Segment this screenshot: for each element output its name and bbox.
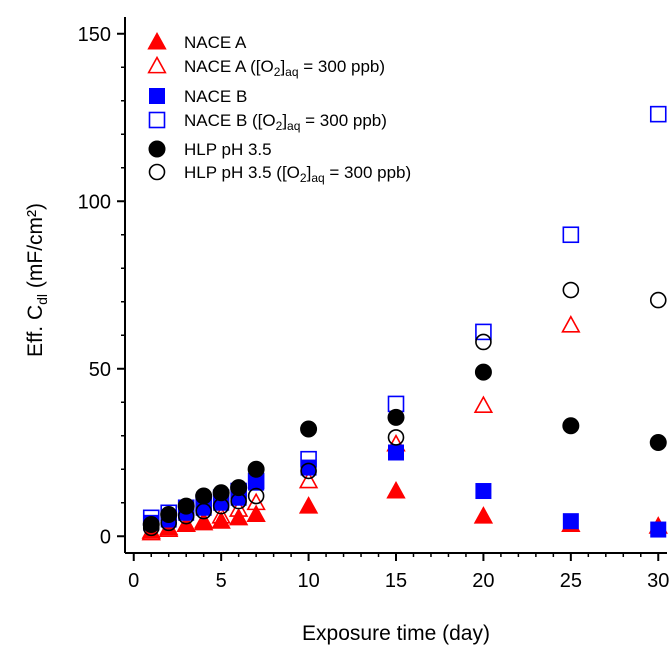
legend-label: NACE A [184,33,247,52]
data-point [160,514,178,532]
data-point [562,226,580,244]
data-point [561,315,581,333]
data-point [475,323,492,341]
data-point [230,492,247,510]
data-point [212,497,230,515]
x-axis-label: Exposure time (day) [302,622,490,645]
data-point [300,459,317,476]
data-point [300,450,317,468]
data-point [212,484,230,502]
data-point [298,496,319,514]
y-axis-label-main: Eff. C [24,305,47,357]
data-point [649,105,667,123]
series-5 [142,281,667,537]
x-tick-label: 20 [472,570,494,592]
data-point [473,395,494,414]
data-point [650,521,667,538]
y-tick-label: 150 [78,24,111,46]
data-point [246,504,266,522]
data-point [649,291,667,309]
legend-marker [148,163,166,181]
data-point [562,281,580,299]
data-point [474,363,492,381]
legend-label: NACE B [184,87,247,106]
legend-label: HLP pH 3.5 [184,140,272,159]
data-point [386,480,406,499]
legend: NACE A NACE A ([O2]aq = 300 ppb) NACE B NAC… [147,31,411,185]
y-tick-label: 0 [100,526,111,548]
data-point [300,462,317,480]
legend-label: NACE A ([O2]aq = 300 ppb) [184,57,385,79]
data-point [247,460,265,478]
data-point [228,499,249,517]
data-point [195,487,213,505]
series-4 [142,363,667,534]
legend-marker [147,31,167,50]
data-point [562,513,579,530]
data-point [388,444,404,461]
legend-marker [148,140,166,158]
data-point [298,470,319,489]
y-tick-label: 50 [89,359,111,381]
data-markers [141,105,668,541]
y-axis-label: Eff. Cdl (mF/cm²) [24,203,50,357]
x-tick-label: 0 [128,570,139,592]
data-point [142,516,160,534]
x-tick-label: 10 [297,570,319,592]
legend-marker [147,55,167,74]
x-tick-label: 5 [216,570,227,592]
data-point [193,511,214,529]
data-point [562,417,580,435]
data-point [387,429,405,446]
data-point [230,479,248,497]
legend-marker [148,111,166,129]
data-point [649,433,667,451]
data-point [141,522,161,541]
data-point [300,420,318,438]
data-point [387,408,405,426]
data-point [247,487,265,505]
legend-marker [149,88,165,104]
data-point [195,502,212,520]
x-tick-label: 25 [560,570,582,592]
y-axis-label-unit: (mF/cm²) [24,203,47,294]
data-point [177,507,195,525]
data-point [160,505,178,523]
y-axis-label-sub: dl [34,294,50,305]
data-point [211,505,231,524]
x-tick-label: 30 [647,570,669,592]
data-point [475,333,492,351]
data-point [475,483,492,500]
data-point [142,519,160,537]
legend-label: HLP pH 3.5 ([O2]aq = 300 ppb) [184,163,411,185]
x-tick-label: 15 [385,570,407,592]
axes: 0 5 10 15 20 25 30 0 50 100 150 [78,17,669,592]
data-point [211,511,231,529]
legend-label: NACE B ([O2]aq = 300 ppb) [184,111,387,133]
data-point [176,514,196,532]
data-point [473,506,494,524]
y-tick-label: 100 [78,191,111,213]
